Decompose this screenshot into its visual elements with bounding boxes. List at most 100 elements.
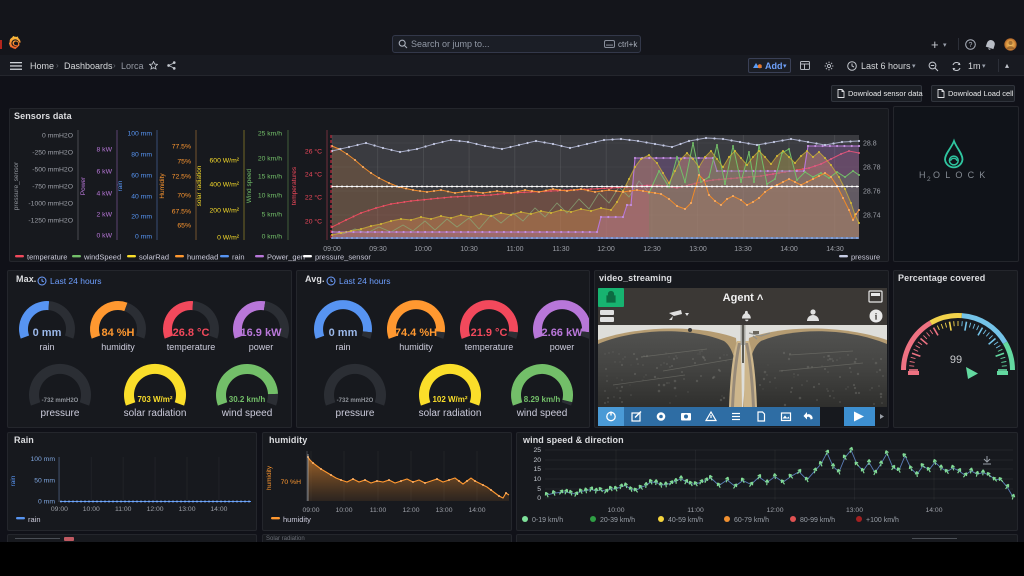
svg-text:25: 25 xyxy=(533,447,541,454)
svg-text:60 mm: 60 mm xyxy=(131,173,152,180)
svg-text:0 mm: 0 mm xyxy=(38,499,55,506)
svg-text:15: 15 xyxy=(533,466,541,473)
svg-text:600 W/m²: 600 W/m² xyxy=(210,158,240,165)
svg-text:-750 mmH2O: -750 mmH2O xyxy=(32,184,73,191)
svg-text:12:00: 12:00 xyxy=(402,507,419,514)
svg-text:13:00: 13:00 xyxy=(689,246,707,253)
svg-text:28.74: 28.74 xyxy=(863,213,881,220)
svg-text:humidity: humidity xyxy=(266,465,273,490)
svg-text:rain: rain xyxy=(39,342,54,352)
svg-text:rain: rain xyxy=(28,515,41,524)
svg-text:pressure_sensor: pressure_sensor xyxy=(315,253,371,262)
svg-text:Humidity: Humidity xyxy=(159,173,166,199)
svg-text:50 mm: 50 mm xyxy=(34,478,55,485)
svg-text:10:00: 10:00 xyxy=(335,507,352,514)
svg-text:solar radiation: solar radiation xyxy=(419,408,482,419)
svg-text:windSpeed: windSpeed xyxy=(83,253,121,262)
svg-text:pressure_sensor: pressure_sensor xyxy=(13,161,20,210)
svg-text:Wind speed: Wind speed xyxy=(246,168,253,203)
svg-text:0 mmH2O: 0 mmH2O xyxy=(42,133,73,140)
svg-text:14:00: 14:00 xyxy=(210,506,227,513)
svg-text:8.29 km/h: 8.29 km/h xyxy=(524,395,561,404)
svg-text:15 km/h: 15 km/h xyxy=(258,174,282,181)
svg-text:rain: rain xyxy=(10,475,17,486)
svg-text:solarRad: solarRad xyxy=(139,253,169,262)
svg-text:16.9 kW: 16.9 kW xyxy=(241,327,283,339)
svg-text:Agent ˄: Agent ˄ xyxy=(723,292,764,304)
svg-text:09:00: 09:00 xyxy=(51,506,68,513)
svg-text:75%: 75% xyxy=(177,159,191,166)
svg-text:28.8: 28.8 xyxy=(863,141,877,148)
svg-text:-732 mmH2O: -732 mmH2O xyxy=(337,398,374,404)
svg-text:703 W/m²: 703 W/m² xyxy=(137,395,172,404)
svg-text:0 mm: 0 mm xyxy=(329,327,358,339)
svg-text:10:00: 10:00 xyxy=(414,246,432,253)
svg-text:wind speed: wind speed xyxy=(221,408,273,419)
svg-text:13:00: 13:00 xyxy=(178,506,195,513)
svg-text:14:00: 14:00 xyxy=(468,507,485,514)
svg-text:99: 99 xyxy=(950,354,962,366)
svg-text:12:00: 12:00 xyxy=(766,507,783,514)
svg-text:pressure: pressure xyxy=(41,408,80,419)
svg-text:0 km/h: 0 km/h xyxy=(262,234,283,241)
svg-text:11:00: 11:00 xyxy=(115,506,132,513)
svg-text:400 W/m²: 400 W/m² xyxy=(210,182,240,189)
svg-text:0 W/m²: 0 W/m² xyxy=(217,235,240,242)
svg-text:i: i xyxy=(875,312,878,322)
svg-text:pressure: pressure xyxy=(336,408,375,419)
svg-text:70 %H: 70 %H xyxy=(281,479,301,486)
svg-text:rain: rain xyxy=(232,253,245,262)
svg-text:0 mm: 0 mm xyxy=(33,327,62,339)
svg-text:solar radiation: solar radiation xyxy=(124,408,187,419)
svg-text:8 kW: 8 kW xyxy=(97,147,113,154)
svg-text:-732 mmH2O: -732 mmH2O xyxy=(42,398,79,404)
svg-text:28.78: 28.78 xyxy=(863,165,881,172)
svg-text:-250 mmH2O: -250 mmH2O xyxy=(32,150,73,157)
svg-text:4 kW: 4 kW xyxy=(97,191,113,198)
svg-text:200 W/m²: 200 W/m² xyxy=(210,208,240,215)
svg-text:H: H xyxy=(919,170,926,180)
svg-text:11:00: 11:00 xyxy=(507,246,524,253)
svg-text:80-99 km/h: 80-99 km/h xyxy=(800,517,835,524)
svg-text:100 mm: 100 mm xyxy=(30,456,55,463)
svg-text:OLOCK: OLOCK xyxy=(933,170,991,180)
svg-text:10:00: 10:00 xyxy=(607,507,624,514)
svg-text:102 W/m²: 102 W/m² xyxy=(432,395,467,404)
svg-text:10 km/h: 10 km/h xyxy=(258,193,282,200)
svg-text:rain: rain xyxy=(335,342,350,352)
svg-text:11:00: 11:00 xyxy=(687,507,704,514)
svg-text:humidity: humidity xyxy=(399,342,433,352)
svg-text:temperatures: temperatures xyxy=(291,166,298,205)
svg-text:Power_gen: Power_gen xyxy=(267,253,305,262)
svg-text:Power: Power xyxy=(80,176,87,195)
svg-text:74.4 %H: 74.4 %H xyxy=(395,327,437,339)
svg-text:14:00: 14:00 xyxy=(780,246,798,253)
svg-text:10:30: 10:30 xyxy=(460,246,478,253)
svg-text:power: power xyxy=(550,342,575,352)
svg-text:11:00: 11:00 xyxy=(370,507,387,514)
svg-text:65%: 65% xyxy=(177,223,191,230)
svg-text:pressure: pressure xyxy=(851,253,880,262)
svg-text:30.2 km/h: 30.2 km/h xyxy=(229,395,266,404)
svg-text:09:00: 09:00 xyxy=(323,246,341,253)
svg-text:84 %H: 84 %H xyxy=(101,327,134,339)
svg-text:0-19 km/h: 0-19 km/h xyxy=(532,517,563,524)
svg-text:power: power xyxy=(249,342,274,352)
svg-text:14:00: 14:00 xyxy=(925,507,942,514)
svg-text:67.5%: 67.5% xyxy=(172,209,191,216)
svg-text:72.5%: 72.5% xyxy=(172,174,191,181)
svg-text:09:00: 09:00 xyxy=(302,507,319,514)
svg-text:20-39 km/h: 20-39 km/h xyxy=(600,517,635,524)
svg-text:22 °C: 22 °C xyxy=(305,194,322,202)
svg-text:24 °C: 24 °C xyxy=(305,171,322,179)
svg-text:11:30: 11:30 xyxy=(553,246,570,253)
svg-text:20 mm: 20 mm xyxy=(131,214,152,221)
svg-text:-1000 mmH2O: -1000 mmH2O xyxy=(28,201,73,208)
svg-text:temperature: temperature xyxy=(27,253,67,262)
svg-text:100 mm: 100 mm xyxy=(127,131,152,138)
svg-text:humidity: humidity xyxy=(283,515,311,524)
svg-text:-500 mmH2O: -500 mmH2O xyxy=(32,167,73,174)
svg-text:26.8 °C: 26.8 °C xyxy=(173,327,210,339)
svg-text:0 kW: 0 kW xyxy=(97,233,113,240)
svg-text:20: 20 xyxy=(533,457,541,464)
